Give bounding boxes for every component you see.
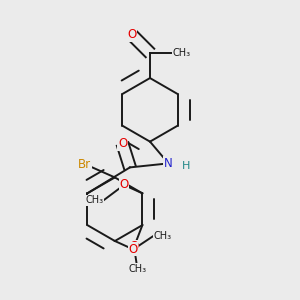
Text: O: O	[119, 178, 129, 191]
Text: O: O	[127, 28, 136, 41]
Text: O: O	[129, 243, 138, 256]
Text: CH₃: CH₃	[173, 48, 191, 58]
Text: Br: Br	[78, 158, 91, 171]
Text: CH₃: CH₃	[86, 195, 104, 205]
Text: O: O	[129, 240, 139, 254]
Text: N: N	[164, 157, 173, 170]
Text: CH₃: CH₃	[153, 231, 172, 241]
Text: H: H	[182, 161, 190, 171]
Text: O: O	[118, 137, 127, 151]
Text: CH₃: CH₃	[128, 264, 146, 274]
